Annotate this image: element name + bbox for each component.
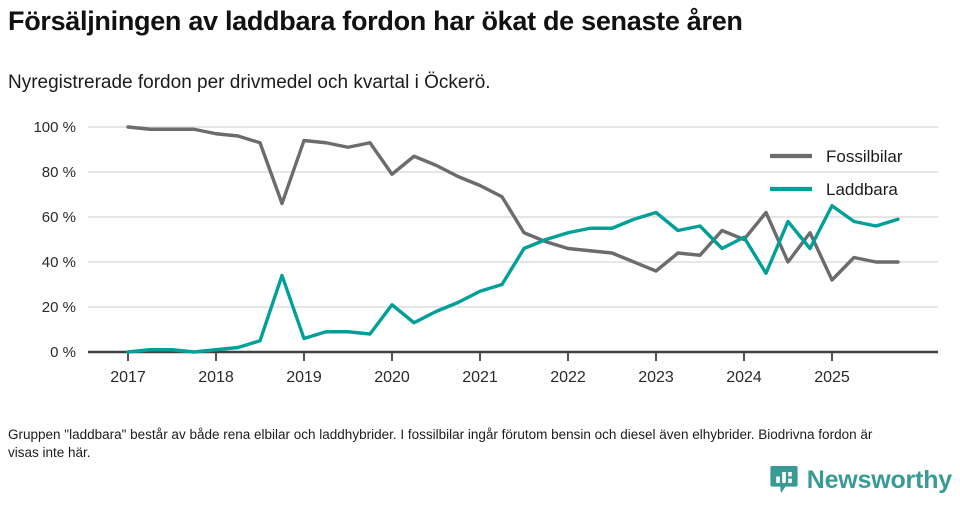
series-line-fossilbilar bbox=[126, 125, 900, 282]
chart-subtitle: Nyregistrerade fordon per drivmedel och … bbox=[8, 72, 491, 93]
y-axis-tick-label: 100 % bbox=[33, 119, 76, 136]
x-axis-tick-label: 2025 bbox=[814, 369, 850, 386]
x-axis-tick-label: 2024 bbox=[726, 369, 762, 386]
legend-label: Laddbara bbox=[826, 180, 898, 199]
series-line-laddbara bbox=[126, 204, 900, 354]
bar-chart-speech-bubble-icon bbox=[770, 466, 798, 494]
chart-legend: Fossilbilar Laddbara bbox=[770, 147, 903, 199]
y-axis-tick-label: 0 % bbox=[50, 344, 76, 361]
y-axis-tick-label: 20 % bbox=[42, 299, 76, 316]
y-axis-tick-labels: 0 % 20 % 40 % 60 % 80 % 100 % bbox=[33, 119, 76, 361]
brand-logo: Newsworthy bbox=[770, 465, 952, 495]
y-axis-tick-label: 80 % bbox=[42, 164, 76, 181]
y-axis-tick-label: 40 % bbox=[42, 254, 76, 271]
x-axis-tick-labels: 2017 2018 2019 2020 2021 2022 2023 2024 2025 bbox=[110, 369, 850, 386]
y-axis-tick-label: 60 % bbox=[42, 209, 76, 226]
x-axis-tick-label: 2022 bbox=[550, 369, 586, 386]
page-title: Försäljningen av laddbara fordon har öka… bbox=[8, 6, 743, 36]
gridlines bbox=[88, 126, 938, 308]
data-series-lines bbox=[126, 125, 900, 354]
legend-label: Fossilbilar bbox=[826, 147, 903, 166]
x-axis-tick-label: 2023 bbox=[638, 369, 674, 386]
x-axis-tick-marks bbox=[127, 352, 833, 361]
x-axis-tick-label: 2017 bbox=[110, 369, 146, 386]
x-axis-tick-label: 2021 bbox=[462, 369, 498, 386]
brand-name: Newsworthy bbox=[806, 465, 952, 494]
x-axis-tick-label: 2019 bbox=[286, 369, 322, 386]
chart-footnote: Gruppen "laddbara" består av både rena e… bbox=[8, 427, 873, 460]
x-axis-tick-label: 2020 bbox=[374, 369, 410, 386]
x-axis-tick-label: 2018 bbox=[198, 369, 234, 386]
